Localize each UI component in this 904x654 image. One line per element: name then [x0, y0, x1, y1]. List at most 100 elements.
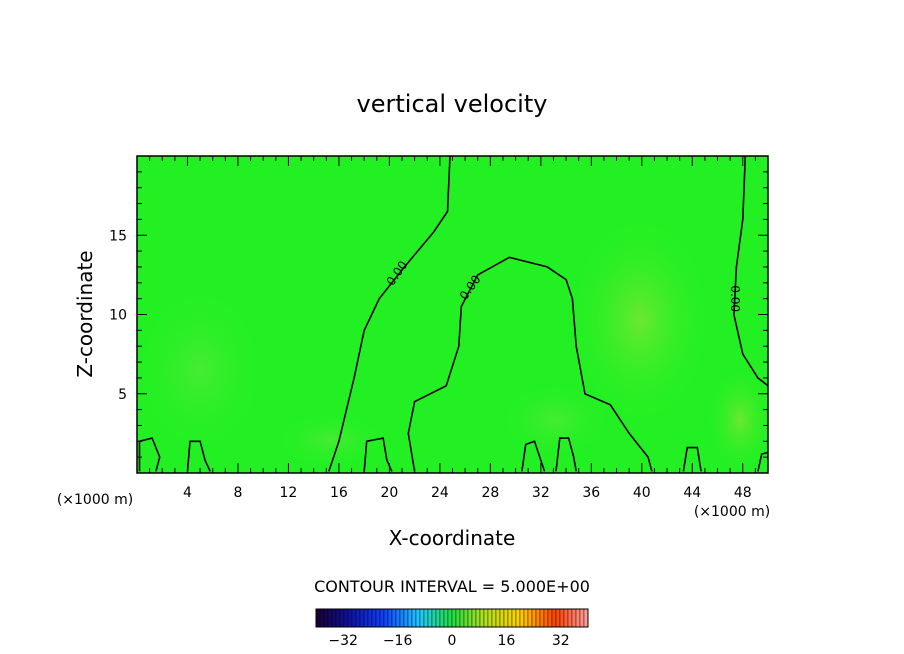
colorbar-cell [523, 608, 529, 628]
colorbar-cell [475, 608, 481, 628]
colorbar-cell [387, 608, 393, 628]
x-tick-label: 28 [481, 485, 499, 501]
colorbar-cell [507, 608, 513, 628]
colorbar-cell [483, 608, 489, 628]
colorbar-cell [343, 608, 349, 628]
y-tick-label: 10 [109, 308, 127, 324]
x-tick-label: 24 [431, 485, 449, 501]
colorbar-cell [479, 608, 485, 628]
colorbar-cell [407, 608, 413, 628]
contour-line [682, 446, 702, 472]
contour-line [733, 156, 768, 387]
colorbar-cell [371, 608, 377, 628]
colorbar-cell [495, 608, 501, 628]
colorbar-cell [555, 608, 561, 628]
y-tick-label: 5 [118, 387, 127, 403]
colorbar-cell [503, 608, 509, 628]
colorbar-cell [519, 608, 525, 628]
colorbar-cell [543, 608, 549, 628]
colorbar-cell [335, 608, 341, 628]
contour-line [521, 440, 546, 472]
colorbar-cell [355, 608, 361, 628]
colorbar-cell [471, 608, 477, 628]
colorbar-cell [571, 608, 577, 628]
colorbar-cell [443, 608, 449, 628]
colorbar-cell [383, 608, 389, 628]
colorbar-cell [367, 608, 373, 628]
colorbar-cell [559, 608, 565, 628]
contour-line [328, 156, 451, 472]
contour-interval-label: CONTOUR INTERVAL = 5.000E+00 [314, 577, 590, 596]
colorbar-cell [511, 608, 517, 628]
colorbar-tick-label: −32 [328, 633, 358, 649]
colorbar-ticks: −32 −16 0 16 32 [328, 633, 569, 649]
x-tick-label: 4 [183, 485, 192, 501]
colorbar-cell [323, 608, 329, 628]
colorbar-cell [551, 608, 557, 628]
x-ticks: 4 8 12 16 20 24 28 32 36 40 44 48 [136, 156, 769, 501]
y-tick-label: 15 [109, 228, 127, 244]
colorbar-cell [327, 608, 333, 628]
colorbar-cell [419, 608, 425, 628]
contour-line [555, 437, 577, 472]
colorbar-cell [463, 608, 469, 628]
colorbar-cell [567, 608, 573, 628]
colorbar-cell [499, 608, 505, 628]
colorbar-cell [563, 608, 569, 628]
y-unit-label: (×1000 m) [694, 504, 770, 520]
colorbar-cell [399, 608, 405, 628]
chart-title: vertical velocity [357, 90, 548, 118]
colorbar-cell [379, 608, 385, 628]
colorbar-cell [515, 608, 521, 628]
colorbar-cell [359, 608, 365, 628]
colorbar-cell [527, 608, 533, 628]
colorbar-cell [391, 608, 397, 628]
field-blob [495, 380, 615, 460]
x-tick-label: 20 [380, 485, 398, 501]
colorbar-cell [447, 608, 453, 628]
colorbar-cell [395, 608, 401, 628]
x-axis-label: X-coordinate [389, 526, 516, 550]
contour-line [363, 437, 393, 472]
colorbar-cell [467, 608, 473, 628]
contour-value-label: 0.00 [728, 285, 742, 312]
colorbar-cell [427, 608, 433, 628]
colorbar-tick-label: 16 [497, 633, 515, 649]
colorbar-cell [491, 608, 497, 628]
colorbar-cell [547, 608, 553, 628]
colorbar-cell [411, 608, 417, 628]
field-blob [565, 210, 715, 430]
x-tick-label: 44 [683, 485, 701, 501]
colorbar-frame [315, 608, 589, 628]
colorbar-cell [579, 608, 585, 628]
contour-line [757, 451, 768, 472]
colorbar-cell [315, 608, 321, 628]
colorbar-cell [319, 608, 325, 628]
colorbar-cell [455, 608, 461, 628]
x-tick-label: 48 [734, 485, 752, 501]
x-tick-label: 8 [233, 485, 242, 501]
colorbar-cell [583, 608, 589, 628]
colorbar-tick-label: −16 [383, 633, 413, 649]
colorbar-cell [531, 608, 537, 628]
colorbar-cell [415, 608, 421, 628]
contour-lines [138, 156, 768, 472]
x-tick-label: 32 [532, 485, 550, 501]
colorbar-cell [403, 608, 409, 628]
colorbar-tick-label: 0 [448, 633, 457, 649]
colorbar-cell [575, 608, 581, 628]
x-tick-label: 40 [633, 485, 651, 501]
colorbar-cell [439, 608, 445, 628]
y-axis-label: Z-coordinate [73, 250, 97, 377]
colorbar-cell [451, 608, 457, 628]
contour-line [407, 256, 653, 472]
x-tick-label: 16 [330, 485, 348, 501]
colorbar-tick-label: 32 [552, 633, 570, 649]
colorbar-cell [347, 608, 353, 628]
plot-area: 0.00 0.00 0.00 [137, 156, 768, 473]
colorbar-cell [423, 608, 429, 628]
colorbar-cell [363, 608, 369, 628]
colorbar-cell [375, 608, 381, 628]
contour-line [138, 437, 161, 472]
